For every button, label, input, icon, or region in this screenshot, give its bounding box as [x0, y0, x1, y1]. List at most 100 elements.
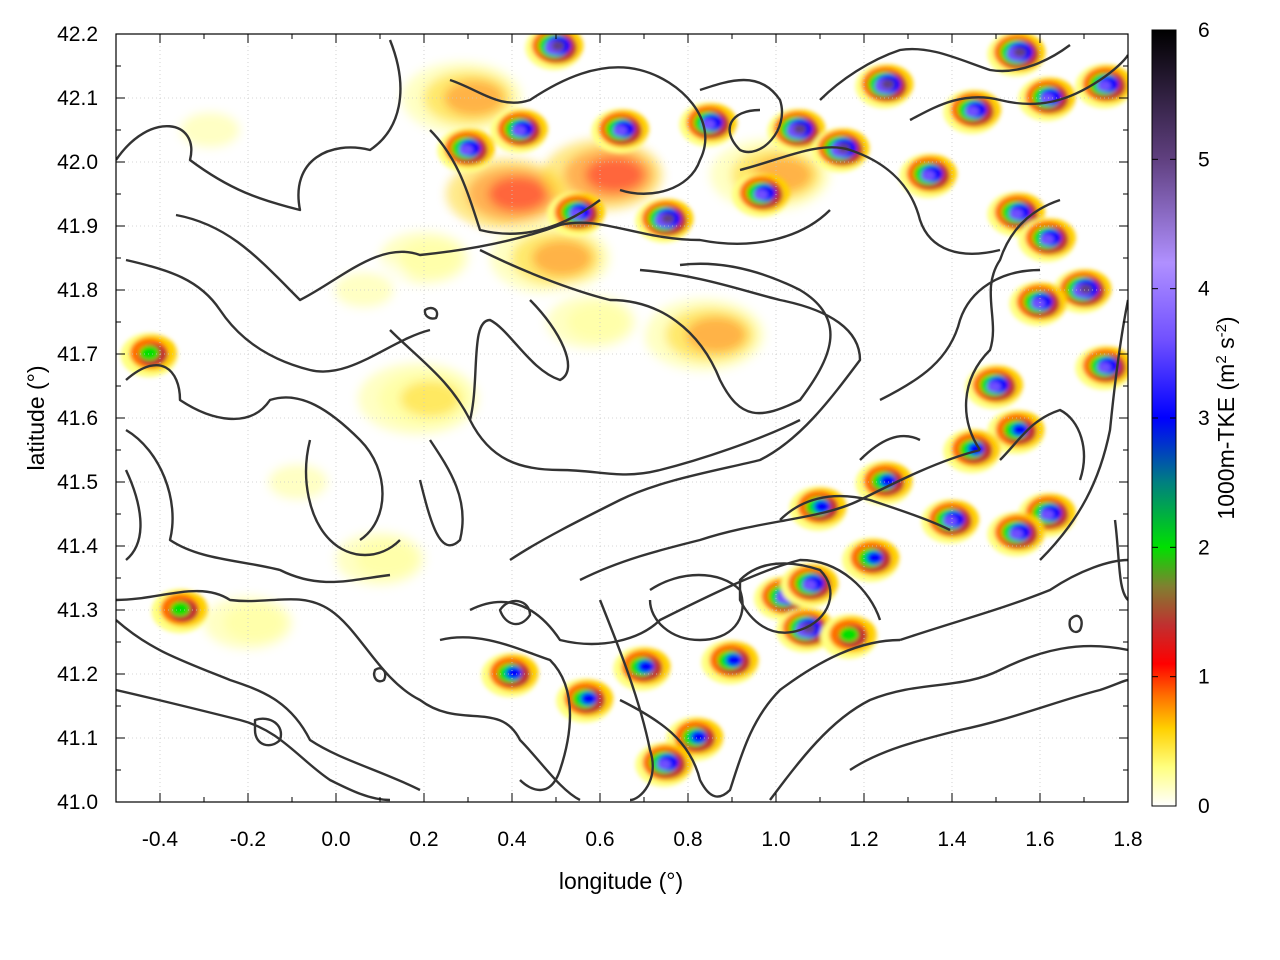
x-tick-label: 1.6: [1025, 828, 1054, 851]
tke-hotspot: [637, 660, 655, 673]
terrain-contour: [125, 258, 431, 373]
colorbar-tick-label: 2: [1198, 536, 1210, 559]
y-tick-label: 41.2: [57, 663, 98, 686]
y-tick-label: 42.0: [57, 151, 98, 174]
terrain-contour: [619, 638, 901, 798]
terrain-contour: [304, 439, 401, 557]
tke-hotspot: [1013, 47, 1027, 58]
tke-hotspot: [656, 759, 672, 771]
x-axis-tick-labels: -0.4 -0.2 0.0 0.2 0.4 0.6 0.8 1.0 1.2 1.4 1.6 1.8: [142, 828, 1143, 851]
tke-hotspot: [170, 601, 190, 617]
x-tick-label: 1.2: [849, 828, 878, 851]
y-tick-label: 41.6: [57, 407, 98, 430]
y-tick-label: 41.9: [57, 215, 98, 238]
terrain-contour: [253, 717, 283, 747]
terrain-contour: [116, 619, 421, 792]
y-tick-label: 41.3: [57, 599, 98, 622]
tke-hotspot: [942, 515, 958, 527]
terrain-contour: [598, 599, 654, 802]
tke-hotspot: [1096, 362, 1112, 374]
y-tick-label: 42.2: [57, 23, 98, 46]
terrain-contour: [429, 129, 601, 235]
terrain-contour: [175, 209, 831, 302]
terrain-contour: [1068, 614, 1083, 634]
terrain-contour: [769, 644, 1128, 801]
tke-hotspot: [802, 579, 817, 591]
tke-hotspot: [661, 213, 675, 224]
y-tick-label: 41.1: [57, 727, 98, 750]
tke-hotspot: [580, 692, 597, 705]
terrain-contours: [116, 39, 1128, 802]
terrain-contour: [849, 678, 1128, 771]
tke-zone: [180, 112, 240, 148]
terrain-contour: [498, 599, 532, 626]
tke-hotspot: [813, 500, 831, 513]
tke-zone: [567, 304, 628, 340]
tke-hotspot: [139, 345, 159, 361]
terrain-contour: [116, 39, 402, 212]
tke-hotspot: [1030, 298, 1046, 310]
x-axis-label: longitude (°): [559, 868, 683, 894]
terrain-contour: [124, 469, 142, 561]
colorbar-ticks: 0 1 2 3 4 5 6: [1152, 19, 1210, 818]
x-tick-label: 1.8: [1113, 828, 1142, 851]
tke-zone: [268, 464, 328, 500]
tke-zone: [224, 604, 284, 641]
y-tick-label: 41.7: [57, 343, 98, 366]
tke-hotspot: [511, 125, 526, 137]
tke-zone: [400, 240, 460, 276]
x-tick-label: -0.4: [142, 828, 179, 851]
terrain-contour: [509, 268, 862, 561]
colorbar-label: 1000m-TKE (m2 s-2): [1213, 316, 1239, 519]
tke-zone: [488, 176, 548, 212]
tke-hotspot: [1008, 528, 1024, 540]
terrain-contour: [469, 558, 882, 646]
terrain-contour: [116, 688, 391, 802]
tke-hotspot: [753, 189, 768, 201]
tke-zone: [532, 240, 592, 276]
tke-hotspot: [612, 125, 628, 137]
terrain-contour: [859, 434, 921, 461]
colorbar-tick-label: 4: [1198, 278, 1210, 301]
terrain-contour: [479, 248, 832, 415]
tke-hotspot: [866, 551, 883, 565]
tke-hotspot: [1008, 208, 1024, 220]
terrain-contour: [116, 589, 581, 802]
terrain-contour: [468, 299, 570, 421]
terrain-contour: [999, 408, 1086, 481]
tke-hotspot: [690, 730, 707, 744]
tke-zone: [444, 80, 504, 116]
y-axis-label: latitude (°): [23, 365, 49, 470]
terrain-contour: [1113, 519, 1128, 601]
x-tick-label: 0.8: [673, 828, 702, 851]
terrain-contour: [648, 573, 744, 642]
x-tick-label: 1.0: [761, 828, 790, 851]
tke-hotspot: [964, 106, 980, 118]
terrain-contour: [779, 494, 951, 532]
x-tick-label: 1.4: [937, 828, 967, 851]
tke-hotspot: [793, 124, 807, 134]
tke-hotspot: [920, 170, 936, 182]
axis-ticks: [115, 33, 1129, 803]
tke-zone: [686, 316, 746, 353]
terrain-contour: [579, 448, 981, 582]
tke-hotspot: [1039, 509, 1054, 521]
y-tick-label: 41.0: [57, 791, 98, 814]
y-tick-label: 41.5: [57, 471, 98, 494]
x-tick-label: 0.0: [321, 828, 350, 851]
x-tick-label: 0.4: [497, 828, 527, 851]
terrain-contour: [738, 562, 832, 634]
terrain-contour: [423, 306, 439, 320]
colorbar-tick-label: 3: [1198, 407, 1210, 430]
tke-zone: [400, 380, 460, 417]
terrain-contour: [449, 66, 707, 195]
tke-hotspot: [881, 79, 895, 90]
terrain-contour: [819, 44, 1071, 101]
terrain-contour: [389, 329, 801, 476]
y-axis-tick-labels: 41.0 41.1 41.2 41.3 41.4 41.5 41.6 41.7 41.8 41.9…: [57, 23, 98, 814]
colorbar-tick-label: 6: [1198, 19, 1210, 42]
terrain-contour: [964, 198, 1061, 451]
tke-hotspot: [458, 144, 474, 156]
x-tick-label: 0.6: [585, 828, 614, 851]
